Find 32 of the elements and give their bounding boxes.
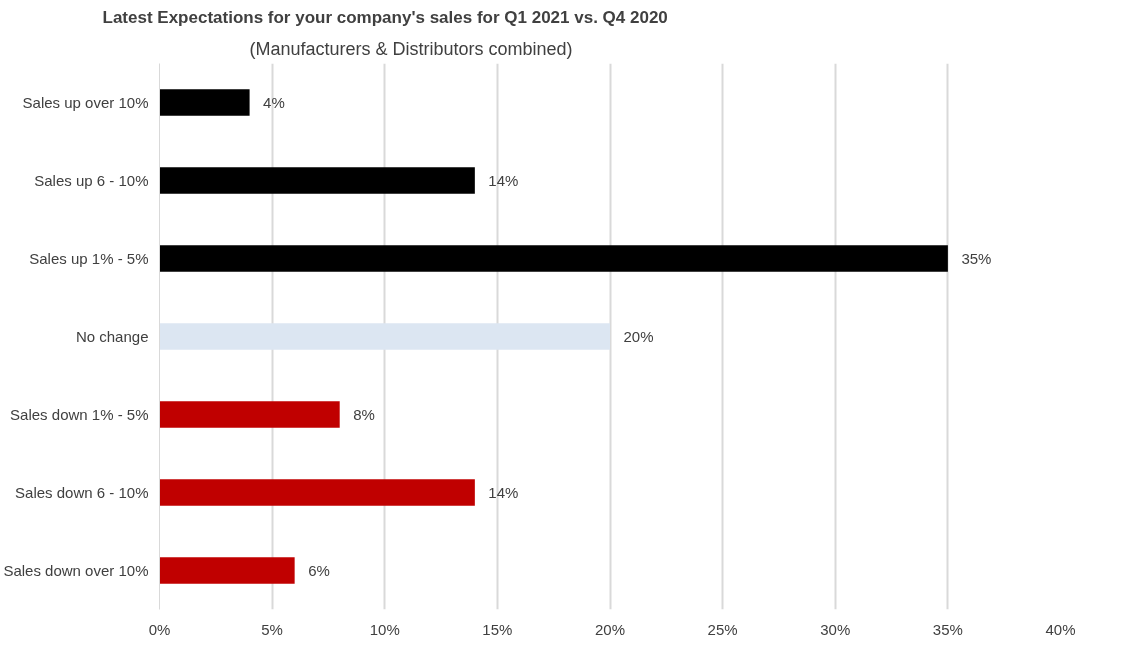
y-tick-label: No change <box>75 328 149 345</box>
y-tick-label: Sales down over 10% <box>3 562 149 579</box>
bar <box>159 323 610 350</box>
x-tick-label: 10% <box>369 620 400 638</box>
x-tick-label: 35% <box>932 620 963 638</box>
bar <box>159 557 295 584</box>
x-tick-label: 5% <box>261 620 283 638</box>
chart-subtitle: (Manufacturers & Distributors combined) <box>249 38 573 59</box>
bar <box>159 167 475 194</box>
data-label: 14% <box>488 172 519 189</box>
y-tick-label: Sales up 6 - 10% <box>34 172 149 189</box>
bar <box>159 479 475 506</box>
x-tick-label: 15% <box>482 620 513 638</box>
y-tick-label: Sales up 1% - 5% <box>29 250 149 267</box>
data-label: 35% <box>961 250 992 267</box>
data-label: 14% <box>488 484 519 501</box>
data-label: 6% <box>308 562 330 579</box>
x-tick-label: 25% <box>707 620 738 638</box>
x-tick-label: 0% <box>148 620 171 638</box>
y-tick-label: Sales up over 10% <box>22 94 149 111</box>
y-tick-label: Sales down 1% - 5% <box>10 406 149 423</box>
data-label: 20% <box>623 328 654 345</box>
data-label: 8% <box>353 406 375 423</box>
bar <box>159 245 948 272</box>
x-tick-label: 20% <box>594 620 626 638</box>
bar <box>159 401 340 428</box>
x-tick-label: 30% <box>820 620 851 638</box>
bar <box>159 89 250 116</box>
y-tick-label: Sales down 6 - 10% <box>15 484 149 501</box>
data-label: 4% <box>263 94 285 111</box>
chart-title: Latest Expectations for your company's sales for Q1 2021 vs. Q4 2020 <box>102 7 668 27</box>
x-tick-label: 40% <box>1045 620 1076 638</box>
